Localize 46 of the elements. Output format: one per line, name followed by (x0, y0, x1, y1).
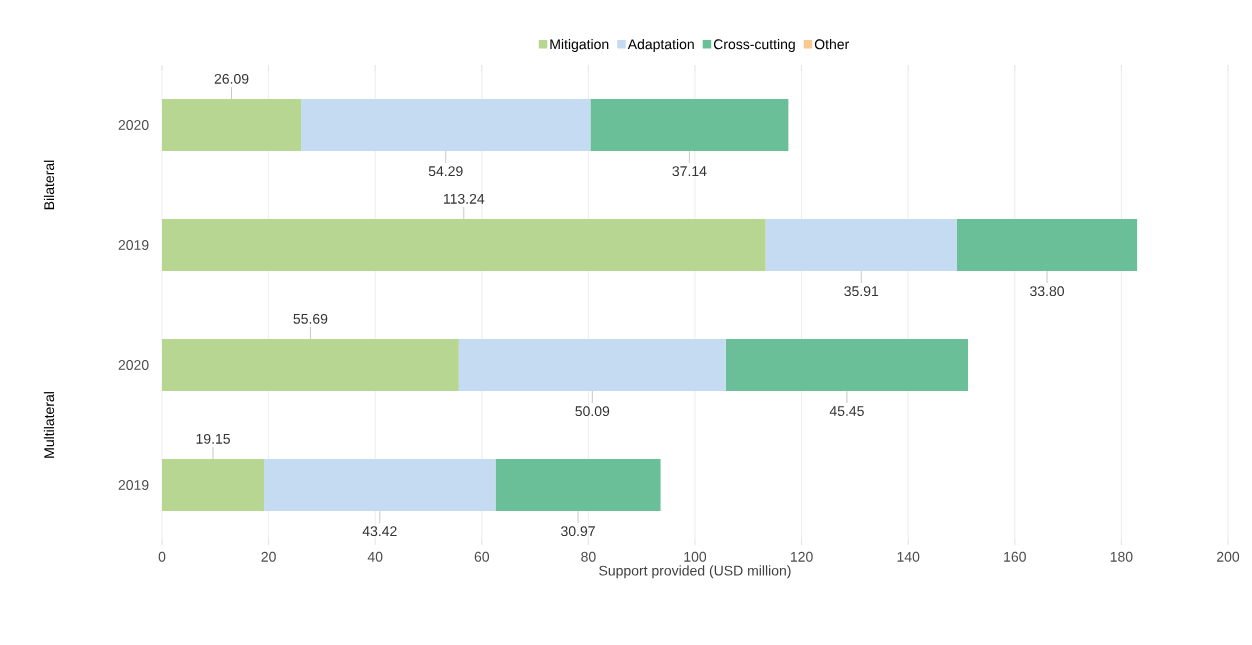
bar (162, 459, 265, 511)
x-axis-title: Support provided (USD million) (599, 565, 791, 579)
x-tick-label: 80 (581, 551, 596, 562)
y-tick-label: 2019 (118, 240, 149, 250)
x-tick-label: 180 (1110, 551, 1133, 562)
data-label: 33.80 (1030, 286, 1065, 297)
bar (301, 99, 591, 151)
x-tick-label: 60 (474, 551, 490, 562)
x-tick-label: 20 (261, 551, 276, 562)
data-label: 26.09 (214, 73, 249, 84)
legend-label: Cross-cutting (713, 38, 795, 52)
bar (162, 99, 302, 151)
text: Multilateral (43, 392, 55, 458)
legend-label: Adaptation (627, 38, 694, 52)
bar (956, 219, 1138, 271)
data-label: 37.14 (672, 166, 707, 177)
data-label: 54.29 (428, 166, 463, 177)
x-tick-label: 160 (1004, 551, 1026, 562)
bar (162, 219, 766, 271)
x-tick-label: 100 (684, 551, 707, 562)
data-label: 30.97 (561, 526, 595, 537)
text: Bilateral (43, 160, 55, 210)
bar (590, 99, 789, 151)
bar (264, 459, 496, 511)
x-tick-label: 140 (897, 551, 920, 562)
data-label: 45.45 (829, 406, 864, 416)
y-tick-label: 2019 (118, 480, 149, 490)
bar (458, 339, 726, 391)
bar (725, 339, 969, 391)
data-label: 19.15 (196, 433, 230, 444)
bar (162, 339, 459, 391)
y-tick-label: 2020 (118, 120, 149, 130)
bar (765, 219, 957, 271)
legend-label: Other (814, 38, 850, 50)
bar (495, 459, 661, 511)
data-label: 113.24 (443, 193, 485, 204)
data-label: 55.69 (293, 313, 328, 324)
data-label: 35.91 (844, 286, 879, 297)
x-tick-label: 0 (158, 551, 166, 562)
x-tick-label: 200 (1217, 551, 1240, 562)
x-tick-label: 40 (367, 551, 383, 562)
x-tick-label: 120 (790, 551, 813, 562)
data-label: 43.42 (362, 526, 397, 537)
legend-label: Mitigation (550, 38, 609, 52)
y-tick-label: 2020 (118, 360, 149, 370)
data-label: 50.09 (575, 406, 610, 417)
